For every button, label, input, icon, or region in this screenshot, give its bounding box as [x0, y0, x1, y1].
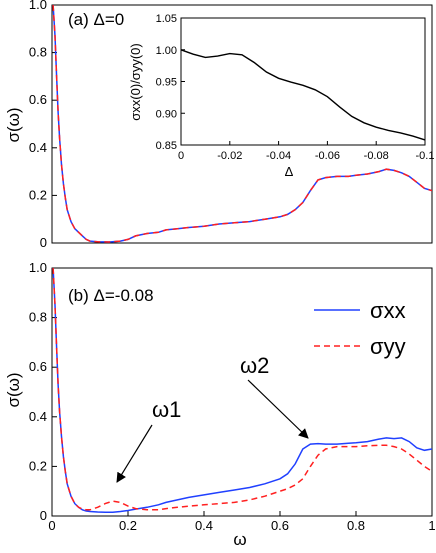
panel-a-label: (a) Δ=0	[68, 10, 124, 29]
panel-b-x-axis-label: ω	[233, 530, 246, 548]
panel-b-series	[52, 268, 432, 514]
panel-b-label: (b) Δ=-0.08	[68, 286, 154, 305]
inset-x-tick-label: -0.02	[217, 150, 242, 162]
inset-series-line	[180, 49, 426, 141]
panel-b-y-ticks: 0 0.2 0.4 0.6 0.8 1.0	[29, 260, 57, 523]
annotations: ω1 ω2	[116, 353, 309, 483]
panel-a-y-tick-label: 0.4	[29, 140, 47, 155]
panel-b-x-tick-label: 0.8	[347, 518, 365, 533]
inset-x-axis-label: Δ	[285, 164, 294, 179]
panel-a-series-dashed-line	[52, 5, 432, 243]
series-syy-line	[52, 268, 432, 511]
annotation-omega1-label: ω1	[152, 397, 181, 422]
panel-b-y-tick-label: 0.2	[29, 458, 47, 473]
inset-x-tick-label: -0.04	[266, 150, 291, 162]
panel-b-x-tick-label: 1	[428, 518, 435, 533]
inset-series	[180, 49, 426, 141]
inset-x-tick-label: -0.1	[416, 150, 435, 162]
inset-x-tick-label: -0.06	[315, 150, 340, 162]
inset-y-axis-label: σxx(0)/σyy(0)	[128, 43, 143, 120]
series-sxx-line	[52, 268, 432, 514]
panel-a-y-tick-label: 0.6	[29, 92, 47, 107]
inset-y-tick-label: 1.00	[156, 45, 177, 57]
panel-a-y-ticks: 0 0.2 0.4 0.6 0.8 1.0	[29, 0, 57, 250]
panel-b-frame	[51, 267, 433, 517]
panel-b-x-tick-label: 0.4	[195, 518, 213, 533]
panel-b-x-ticks: 0 0.2 0.4 0.6 0.8 1	[48, 511, 436, 533]
inset-frame	[180, 17, 426, 146]
panel-a-y-tick-label: 0	[40, 235, 47, 250]
panel-b-x-tick-label: 0.6	[271, 518, 289, 533]
inset-y-tick-label: 1.05	[156, 13, 177, 25]
panel-b-y-tick-label: 0	[40, 508, 47, 523]
panel-a: 0 0.2 0.4 0.6 0.8 1.0 (a) Δ=0 σ(ω) 0 -0.02 -0.0…	[4, 0, 434, 250]
annotation-omega2-label: ω2	[240, 353, 269, 378]
inset-x-ticks: 0 -0.02 -0.04 -0.06 -0.08 -0.1	[178, 141, 435, 162]
panel-b-y-axis-label: σ(ω)	[4, 372, 23, 407]
panel-b-y-tick-label: 1.0	[29, 260, 47, 275]
inset-y-tick-label: 0.90	[156, 108, 177, 120]
legend: σxx σyy	[314, 298, 406, 359]
annotation-omega2-arrow	[247, 379, 309, 439]
inset-y-ticks: 0.85 0.90 0.95 1.00 1.05	[156, 13, 185, 152]
panel-a-y-tick-label: 0.8	[29, 45, 47, 60]
inset-chart: 0 -0.02 -0.04 -0.06 -0.08 -0.1 0.85 0.90 0.95 1.…	[128, 13, 434, 179]
panel-b-y-tick-label: 0.4	[29, 409, 47, 424]
inset-x-tick-label: -0.08	[364, 150, 389, 162]
legend-label-sxx: σxx	[370, 298, 406, 323]
panel-a-y-tick-label: 1.0	[29, 0, 47, 12]
panel-b-y-tick-label: 0.8	[29, 310, 47, 325]
panel-b-y-tick-label: 0.6	[29, 359, 47, 374]
inset-y-tick-label: 0.95	[156, 77, 177, 89]
panel-a-y-tick-label: 0.2	[29, 187, 47, 202]
panel-b-x-tick-label: 0	[48, 518, 55, 533]
inset-x-tick-label: 0	[178, 150, 184, 162]
annotation-omega1-arrow	[116, 424, 153, 483]
panel-b-x-tick-label: 0.2	[119, 518, 137, 533]
legend-label-syy: σyy	[370, 334, 406, 359]
inset-y-tick-label: 0.85	[156, 140, 177, 152]
panel-a-series	[52, 5, 432, 243]
panel-b: 0 0.2 0.4 0.6 0.8 1 0 0.2 0.4 0.6 0.8 1.0 (b) Δ=-0…	[4, 260, 436, 549]
panel-a-y-axis-label: σ(ω)	[4, 107, 23, 142]
